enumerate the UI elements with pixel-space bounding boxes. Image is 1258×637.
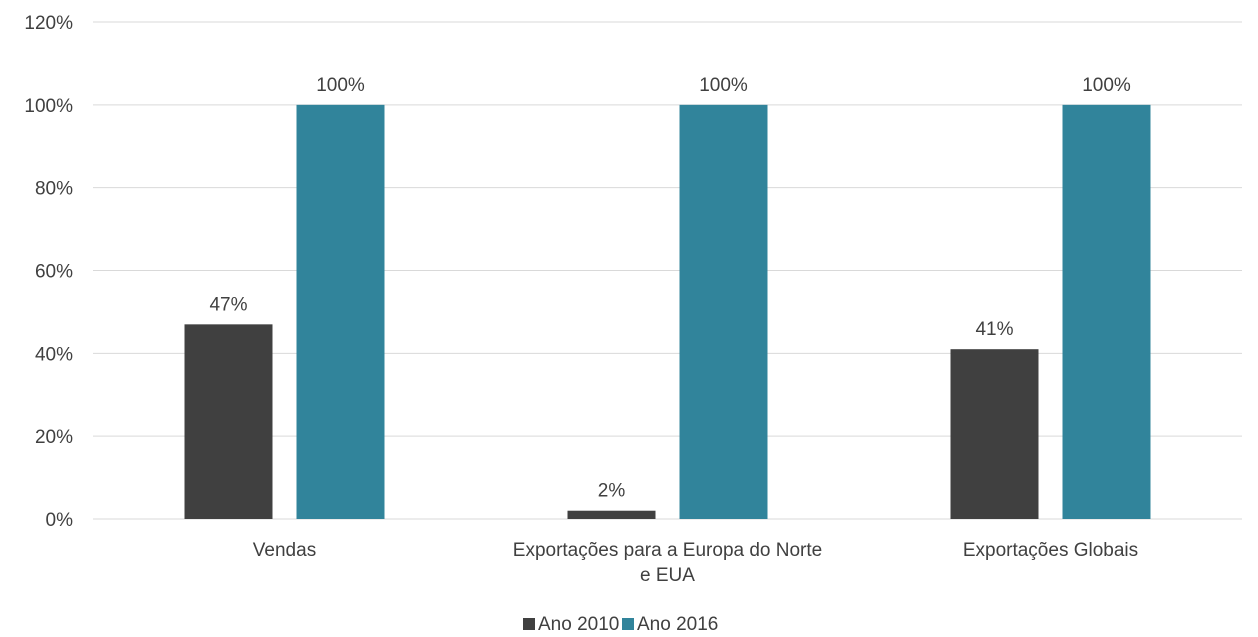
legend-swatch — [523, 618, 535, 630]
x-axis: Vendas Exportações para a Europa do Norte… — [253, 540, 1138, 586]
category-label: e EUA — [640, 565, 695, 586]
bar — [296, 104, 385, 519]
y-tick-label: 100% — [24, 96, 73, 117]
data-label: 100% — [316, 75, 365, 96]
legend-swatch — [622, 618, 634, 630]
bar — [679, 104, 768, 519]
y-tick-label: 40% — [35, 344, 73, 365]
legend-label: Ano 2016 — [637, 614, 718, 635]
y-tick-label: 120% — [24, 13, 73, 34]
data-label: 41% — [975, 319, 1013, 340]
category-label: Exportações para a Europa do Norte — [513, 540, 822, 561]
data-label: 47% — [209, 294, 247, 315]
bar — [184, 324, 273, 519]
legend: Ano 2010 Ano 2016 — [523, 614, 718, 635]
category-label: Vendas — [253, 540, 316, 561]
data-label: 2% — [598, 481, 626, 502]
category-label: Exportações Globais — [963, 540, 1138, 561]
gridlines — [93, 21, 1242, 520]
bar — [950, 349, 1039, 519]
y-axis: 0% 20% 40% 60% 80% 100% 120% — [24, 13, 73, 531]
bar — [567, 510, 656, 519]
y-tick-label: 80% — [35, 179, 73, 200]
y-tick-label: 0% — [46, 510, 74, 531]
data-labels: 47% 100% 2% 100% 41% 100% — [209, 75, 1130, 502]
bar — [1062, 104, 1151, 519]
y-tick-label: 60% — [35, 262, 73, 283]
legend-label: Ano 2010 — [538, 614, 619, 635]
y-tick-label: 20% — [35, 427, 73, 448]
bars — [184, 104, 1151, 519]
data-label: 100% — [699, 75, 748, 96]
data-label: 100% — [1082, 75, 1131, 96]
